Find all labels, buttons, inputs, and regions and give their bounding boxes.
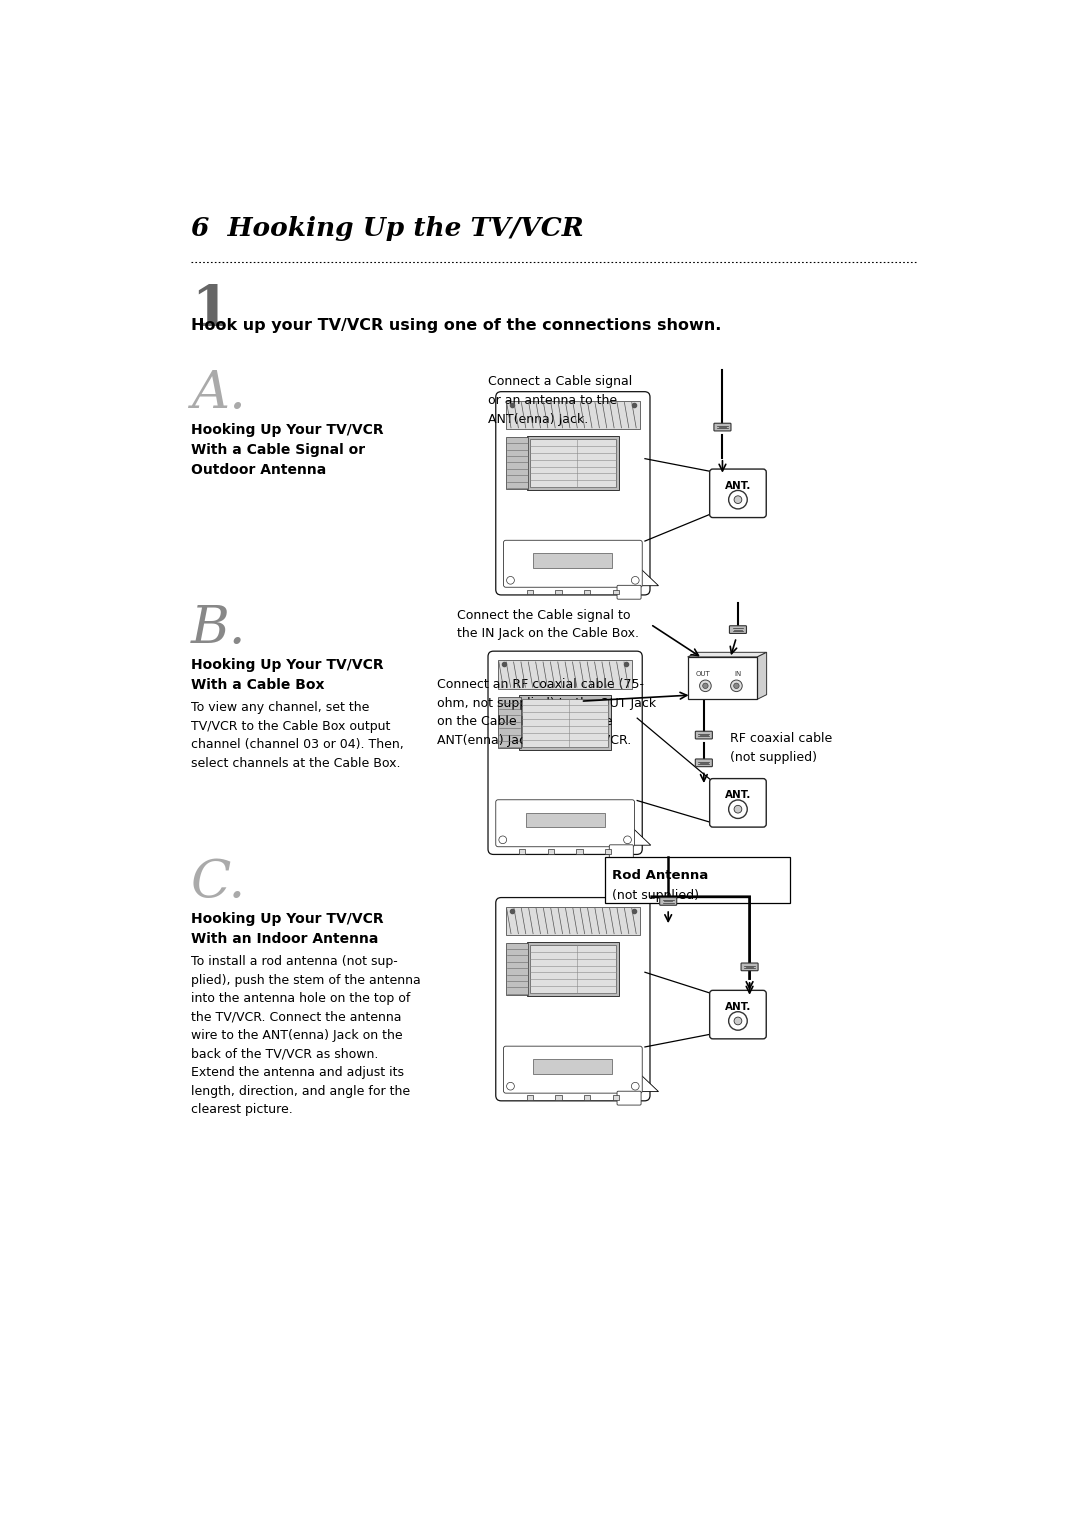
FancyBboxPatch shape	[710, 470, 766, 517]
Text: (not supplied): (not supplied)	[611, 889, 699, 903]
Text: Hook up your TV/VCR using one of the connections shown.: Hook up your TV/VCR using one of the con…	[191, 317, 721, 332]
Bar	[527, 590, 532, 595]
Text: Rod Antenna: Rod Antenna	[611, 869, 707, 881]
Text: ANT.: ANT.	[725, 790, 751, 801]
Bar	[519, 695, 611, 750]
Text: ANT.: ANT.	[725, 1002, 751, 1013]
Circle shape	[730, 680, 742, 691]
Text: To view any channel, set the
TV/VCR to the Cable Box output
channel (channel 03 : To view any channel, set the TV/VCR to t…	[191, 702, 404, 770]
Circle shape	[507, 576, 514, 584]
Bar	[522, 698, 608, 747]
Text: Hooking Up Your TV/VCR
With a Cable Box: Hooking Up Your TV/VCR With a Cable Box	[191, 659, 383, 692]
Bar	[605, 849, 611, 854]
Bar	[505, 907, 640, 935]
Bar	[606, 857, 789, 903]
FancyBboxPatch shape	[710, 990, 766, 1039]
Circle shape	[734, 496, 742, 503]
Bar	[526, 813, 605, 828]
Polygon shape	[632, 828, 651, 845]
Circle shape	[734, 1017, 742, 1025]
Text: Connect an RF coaxial cable (75-
ohm, not supplied) to the OUT Jack
on the Cable: Connect an RF coaxial cable (75- ohm, no…	[437, 679, 657, 747]
Circle shape	[729, 1011, 747, 1031]
FancyBboxPatch shape	[496, 799, 634, 846]
FancyBboxPatch shape	[617, 1092, 642, 1106]
Text: Connect a Cable signal
or an antenna to the
ANT(enna) Jack.: Connect a Cable signal or an antenna to …	[488, 375, 632, 425]
Polygon shape	[640, 1074, 659, 1092]
Bar	[555, 1095, 562, 1100]
Text: To install a rod antenna (not sup-
plied), push the stem of the antenna
into the: To install a rod antenna (not sup- plied…	[191, 955, 420, 1116]
Bar	[530, 946, 616, 993]
Bar	[534, 1058, 612, 1074]
Text: Hooking Up Your TV/VCR
With an Indoor Antenna: Hooking Up Your TV/VCR With an Indoor An…	[191, 912, 383, 946]
Circle shape	[499, 836, 507, 843]
FancyBboxPatch shape	[496, 392, 650, 595]
Text: Hooking Up Your TV/VCR
With a Cable Signal or
Outdoor Antenna: Hooking Up Your TV/VCR With a Cable Sign…	[191, 424, 383, 477]
Bar	[577, 849, 582, 854]
Text: OUT: OUT	[696, 671, 711, 677]
Bar	[505, 944, 528, 994]
Text: Connect the Cable signal to
the IN Jack on the Cable Box.: Connect the Cable signal to the IN Jack …	[457, 608, 638, 640]
FancyBboxPatch shape	[714, 424, 731, 432]
Bar	[584, 590, 591, 595]
Circle shape	[623, 836, 632, 843]
Bar	[505, 401, 640, 430]
Circle shape	[632, 1083, 639, 1090]
Circle shape	[700, 680, 712, 691]
Bar	[548, 849, 554, 854]
Circle shape	[729, 801, 747, 819]
FancyBboxPatch shape	[503, 540, 643, 587]
FancyBboxPatch shape	[609, 845, 633, 859]
FancyBboxPatch shape	[660, 898, 677, 906]
Text: IN: IN	[734, 671, 742, 677]
Text: ANT.: ANT.	[725, 480, 751, 491]
Circle shape	[733, 683, 739, 688]
Bar	[527, 942, 619, 996]
FancyBboxPatch shape	[617, 586, 642, 599]
Bar	[505, 438, 528, 488]
Text: C.: C.	[191, 857, 246, 907]
Text: RF coaxial cable
(not supplied): RF coaxial cable (not supplied)	[730, 732, 833, 764]
Polygon shape	[640, 567, 659, 586]
Bar	[688, 657, 757, 700]
Bar	[527, 1095, 532, 1100]
Bar	[519, 849, 525, 854]
Text: B.: B.	[191, 602, 246, 654]
Bar	[498, 697, 521, 749]
Polygon shape	[688, 653, 767, 657]
Bar	[527, 436, 619, 490]
Circle shape	[729, 491, 747, 509]
Circle shape	[632, 576, 639, 584]
Bar	[534, 554, 612, 567]
Bar	[612, 1095, 619, 1100]
Bar	[498, 660, 632, 689]
FancyBboxPatch shape	[696, 732, 713, 740]
FancyBboxPatch shape	[503, 1046, 643, 1093]
Bar	[612, 590, 619, 595]
FancyBboxPatch shape	[729, 625, 746, 633]
Text: 6  Hooking Up the TV/VCR: 6 Hooking Up the TV/VCR	[191, 215, 583, 241]
FancyBboxPatch shape	[710, 779, 766, 827]
Circle shape	[507, 1083, 514, 1090]
FancyBboxPatch shape	[696, 759, 713, 767]
Bar	[530, 439, 616, 486]
Circle shape	[734, 805, 742, 813]
Circle shape	[703, 683, 708, 688]
FancyBboxPatch shape	[488, 651, 643, 854]
Bar	[555, 590, 562, 595]
Bar	[584, 1095, 591, 1100]
FancyBboxPatch shape	[741, 962, 758, 971]
Polygon shape	[757, 653, 767, 700]
Text: 1: 1	[191, 284, 229, 339]
FancyBboxPatch shape	[496, 898, 650, 1101]
Text: A.: A.	[191, 368, 245, 419]
